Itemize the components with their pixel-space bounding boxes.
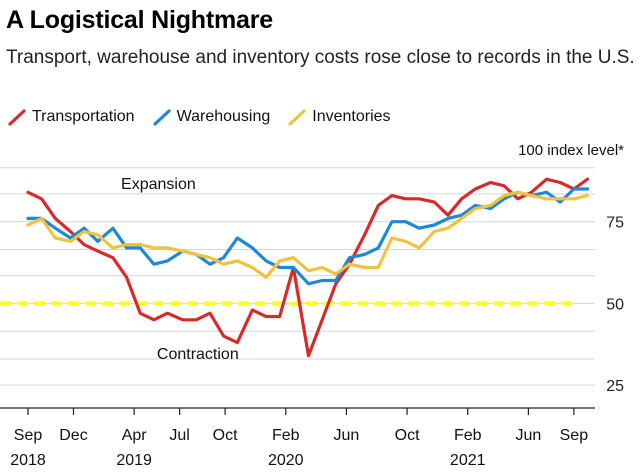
x-year-label-2018: 2018 <box>10 452 46 469</box>
annotation-expansion: Expansion <box>121 176 196 193</box>
y-axis-title: 100 index level* <box>518 142 624 159</box>
x-year-label-2020: 2020 <box>268 452 304 469</box>
legend-item-transportation: Transportation <box>8 108 135 126</box>
x-year-label-2021: 2021 <box>450 452 486 469</box>
x-tick-label-apr: Apr <box>122 427 148 444</box>
x-year-label-2019: 2019 <box>116 452 152 469</box>
y-tick-label-50: 50 <box>606 296 624 313</box>
x-tick-label-jun: Jun <box>515 427 541 444</box>
legend-item-warehousing: Warehousing <box>152 108 271 126</box>
x-tick-label-sep: Sep <box>560 427 589 444</box>
x-tick-label-jun: Jun <box>334 427 360 444</box>
x-tick-label-jul: Jul <box>169 427 189 444</box>
legend-swatch-transportation <box>8 109 26 126</box>
legend-label-inventories: Inventories <box>312 108 391 125</box>
x-tick-label-feb: Feb <box>454 427 482 444</box>
x-tick-label-feb: Feb <box>272 427 300 444</box>
legend: Transportation Warehousing Inventories <box>8 106 409 128</box>
x-tick-label-dec: Dec <box>59 427 87 444</box>
legend-label-warehousing: Warehousing <box>176 108 271 125</box>
chart-title: A Logistical Nightmare <box>6 6 273 34</box>
y-tick-label-25: 25 <box>606 378 624 395</box>
legend-swatch-inventories <box>288 109 306 126</box>
series-line-transportation <box>26 177 590 358</box>
legend-label-transportation: Transportation <box>32 108 135 125</box>
legend-swatch-warehousing <box>152 109 171 126</box>
x-tick-label-sep: Sep <box>14 427 43 444</box>
y-tick-label-75: 75 <box>606 215 624 232</box>
chart-subtitle: Transport, warehouse and inventory costs… <box>6 47 635 68</box>
series-line-inventories <box>26 190 590 279</box>
annotation-contraction: Contraction <box>157 346 239 363</box>
x-tick-label-oct: Oct <box>213 427 238 444</box>
x-tick-label-oct: Oct <box>395 427 420 444</box>
series-line-warehousing <box>26 187 590 286</box>
legend-item-inventories: Inventories <box>288 108 391 126</box>
